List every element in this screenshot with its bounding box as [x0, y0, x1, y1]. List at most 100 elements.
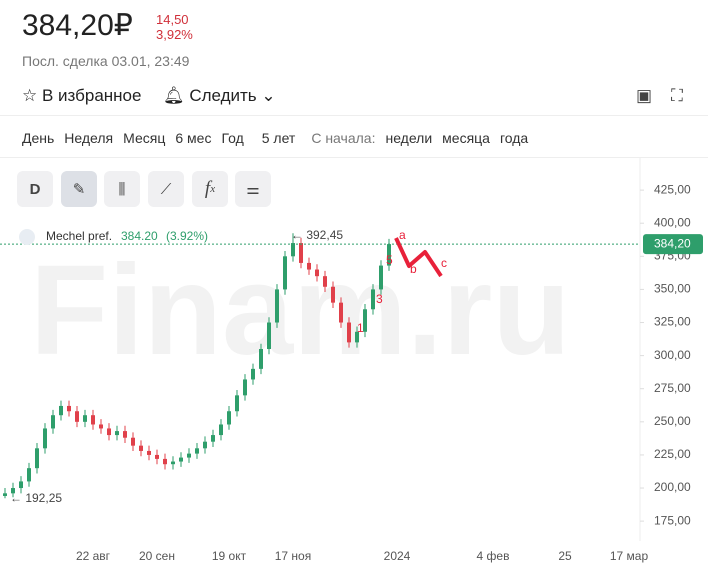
tool-button[interactable]: ⚌	[235, 171, 271, 207]
tool-button[interactable]: ⟋	[148, 171, 184, 207]
candle-body	[187, 453, 191, 458]
candle-body	[211, 435, 215, 442]
candle-body	[11, 488, 15, 494]
annotation: a	[399, 228, 406, 242]
candle-body	[307, 262, 311, 270]
candle-body	[171, 461, 175, 465]
interval-button[interactable]: D	[17, 171, 53, 207]
price: 384,20₽	[22, 9, 133, 42]
candle-body	[115, 431, 119, 436]
follow-label: Следить	[189, 86, 257, 105]
candle-body	[99, 424, 103, 429]
y-tick-label: 425,00	[654, 182, 691, 196]
period-option[interactable]: 6 мес	[175, 130, 212, 146]
y-tick-label: 250,00	[654, 414, 691, 428]
candle-body	[139, 445, 143, 451]
x-tick-label: 20 сен	[139, 549, 175, 563]
y-tick-label: 175,00	[654, 513, 691, 527]
candle-body	[91, 415, 95, 425]
x-tick-label: 17 мар	[610, 549, 649, 563]
candle-body	[275, 289, 279, 323]
formula-sub: x	[210, 183, 216, 195]
since-label: С начала:	[311, 130, 376, 146]
candle-body	[195, 448, 199, 454]
annotation: 5	[386, 253, 393, 267]
annotation: 1	[357, 321, 364, 335]
x-tick-label: 19 окт	[212, 549, 247, 563]
candle-body	[347, 322, 351, 343]
last-price-box	[643, 234, 703, 255]
candle-body	[35, 448, 39, 469]
change-pct: 3,92%	[156, 27, 193, 42]
periods: День Неделя Месяц 6 мес Год 5 лет С начала: нед…	[22, 130, 538, 146]
candle-body	[43, 428, 47, 449]
y-tick-label: 350,00	[654, 282, 691, 296]
candle-body	[315, 269, 319, 277]
period-option[interactable]: Неделя	[64, 130, 114, 146]
candle-body	[251, 368, 255, 380]
divider	[0, 157, 708, 158]
elliott-wave	[394, 237, 443, 278]
follow[interactable]: 🔔︎ Следить ⌄	[163, 86, 276, 105]
candle-body	[227, 411, 231, 425]
legend-name: Mechel pref.	[46, 229, 112, 243]
x-tick-label: 2024	[384, 549, 411, 563]
period-option[interactable]: 5 лет	[261, 130, 296, 146]
x-tick-label: 17 ноя	[275, 549, 311, 563]
candle-body	[387, 244, 391, 266]
candle-body	[107, 428, 111, 436]
tool-button[interactable]: ✎	[61, 171, 97, 207]
divider	[0, 115, 708, 116]
candle-body	[203, 441, 207, 449]
period-option[interactable]: День	[22, 130, 55, 146]
x-tick-label: 25	[558, 549, 572, 563]
candle-body	[267, 322, 271, 349]
save-icon[interactable]: ▣	[636, 86, 653, 105]
candle-body	[123, 431, 127, 438]
candle-body	[179, 457, 183, 462]
candle-body	[219, 424, 223, 436]
candle-body	[131, 437, 135, 446]
candle-body	[339, 302, 343, 323]
y-tick-label: 400,00	[654, 215, 691, 229]
fullscreen-icon[interactable]: ⛶	[671, 86, 683, 105]
change-abs: 14,50	[156, 12, 189, 27]
candle-body	[147, 450, 151, 455]
y-tick-label: 200,00	[654, 480, 691, 494]
y-tick-label: 225,00	[654, 447, 691, 461]
tool-button[interactable]: ⫼	[104, 171, 140, 207]
period-option[interactable]: Месяц	[123, 130, 166, 146]
candle-body	[163, 458, 167, 465]
since-option[interactable]: года	[499, 130, 529, 146]
candle-body	[299, 243, 303, 263]
y-tick-label: 300,00	[654, 348, 691, 362]
since-option[interactable]: недели	[385, 130, 433, 146]
annotation: b	[410, 262, 417, 276]
period-option[interactable]: Год	[221, 130, 244, 146]
candle-body	[363, 309, 367, 332]
candle-body	[235, 395, 239, 412]
x-tick-label: 22 авг	[76, 549, 111, 563]
since-option[interactable]: месяца	[442, 130, 490, 146]
y-tick-label: 325,00	[654, 315, 691, 329]
annotation: ← 192,25	[10, 491, 62, 505]
formula: f	[204, 178, 211, 199]
candle-body	[283, 256, 287, 290]
candle-body	[75, 411, 79, 422]
favorite[interactable]: ☆ В избранное	[22, 86, 142, 105]
last-trade: Посл. сделка 03.01, 23:49	[22, 53, 190, 69]
legend-value: 384.20	[121, 229, 158, 243]
candle-body	[291, 243, 295, 257]
candle-body	[51, 415, 55, 429]
candle-body	[67, 405, 71, 412]
annotation: c	[441, 256, 447, 270]
candle-body	[155, 454, 159, 459]
annotation: ← 392,45	[291, 228, 343, 242]
candle-body	[323, 276, 327, 287]
candle-body	[83, 415, 87, 422]
candle-body	[371, 289, 375, 310]
candle-body	[243, 379, 247, 396]
